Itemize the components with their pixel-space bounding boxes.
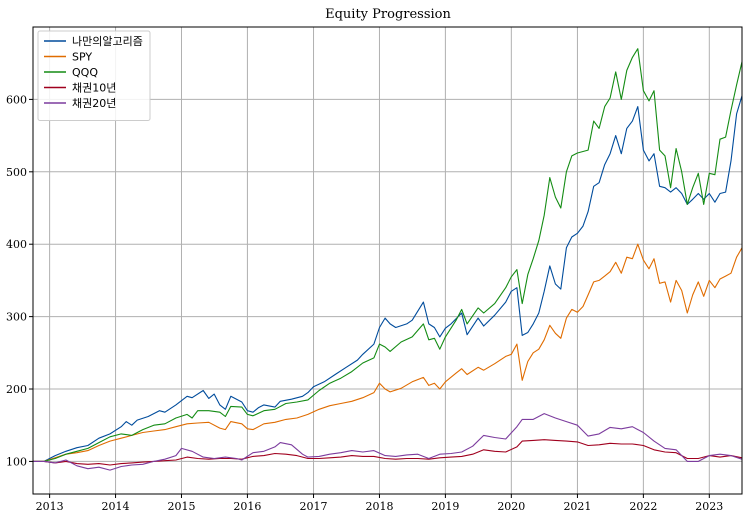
- series-line-2: [33, 243, 743, 462]
- legend-label: 채권20년: [72, 97, 116, 110]
- plot-frame: [32, 26, 743, 495]
- series-line-5: [33, 413, 743, 471]
- series-line-3: [33, 48, 743, 462]
- x-tick-label: 2022: [629, 500, 657, 513]
- x-tick-label: 2021: [563, 500, 591, 513]
- x-tick-label: 2015: [167, 500, 195, 513]
- chart-title: Equity Progression: [325, 7, 451, 22]
- x-tick-label: 2020: [497, 500, 525, 513]
- y-tick-label: 600: [6, 93, 27, 106]
- legend-box: [37, 30, 151, 121]
- x-tick-label: 2013: [36, 500, 64, 513]
- y-tick-label: 500: [6, 166, 27, 179]
- y-tick-label: 400: [6, 238, 27, 251]
- y-tick-label: 300: [6, 311, 27, 324]
- y-tick-label: 200: [6, 383, 27, 396]
- series-layer: [33, 48, 743, 471]
- x-tick-label: 2023: [695, 500, 723, 513]
- x-tick-label: 2016: [233, 500, 261, 513]
- legend-label: QQQ: [72, 66, 98, 79]
- y-tick-label: 100: [6, 455, 27, 468]
- x-tick-label: 2017: [300, 500, 328, 513]
- series-line-1: [33, 95, 743, 462]
- tick-layer: 2013 2014 2015 2016 2017 2018 2019 2020 2021 2022…: [6, 93, 723, 513]
- legend-label: 채권10년: [72, 82, 116, 95]
- legend-label: 나만의알고리즘: [72, 34, 143, 48]
- legend-label: SPY: [72, 51, 92, 64]
- x-tick-label: 2018: [365, 500, 393, 513]
- x-tick-label: 2014: [102, 500, 130, 513]
- x-tick-label: 2019: [431, 500, 459, 513]
